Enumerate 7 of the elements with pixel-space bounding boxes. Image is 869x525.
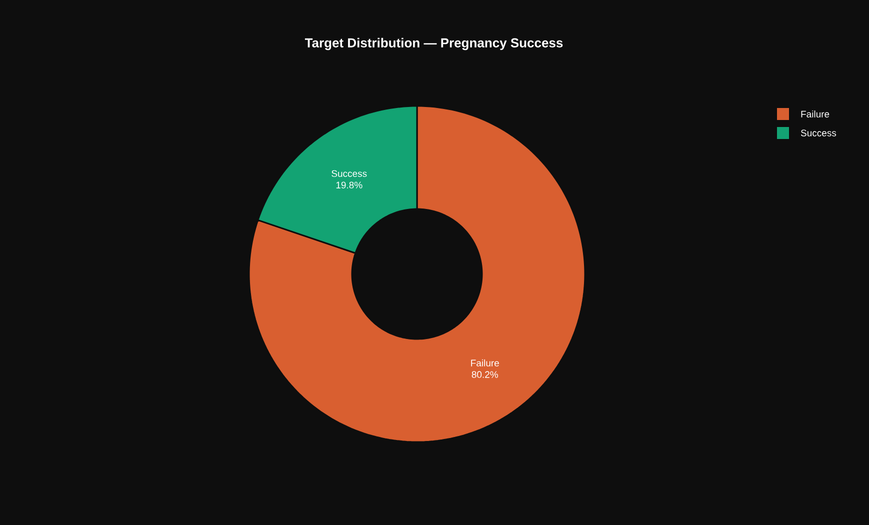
data-label: 19.8% [336, 182, 362, 188]
legend-label: Success [800, 130, 836, 136]
slice-label: Failure [471, 359, 499, 366]
legend-label: Failure [801, 110, 830, 118]
chart-title: Target Distribution — Pregnancy Success [304, 38, 563, 50]
slice-label: Success [332, 170, 367, 177]
data-label: 80.2% [472, 371, 498, 378]
